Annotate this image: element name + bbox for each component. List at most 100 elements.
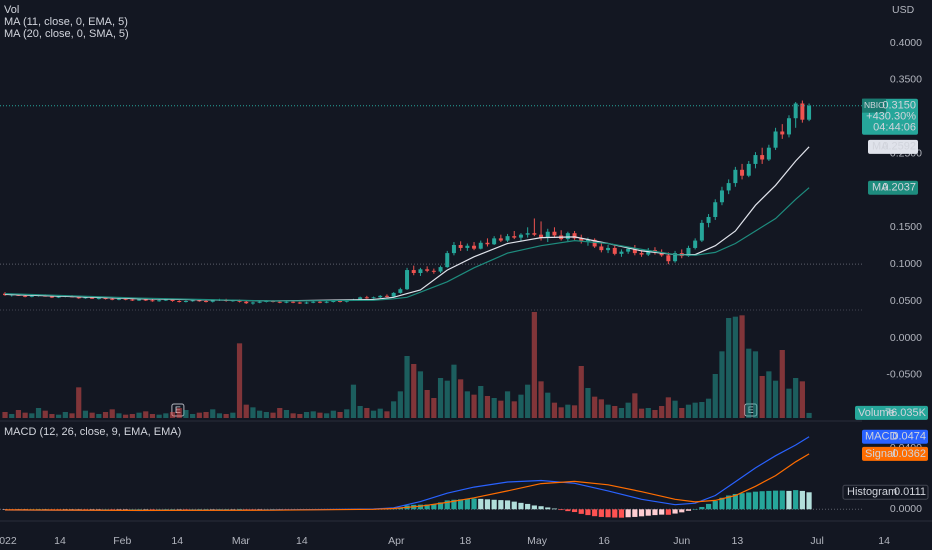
series-label-box: [862, 446, 928, 461]
volume-bar: [283, 410, 290, 418]
volume-bar: [324, 413, 330, 418]
x-tick-label: 14: [171, 535, 183, 547]
volume-bar: [719, 351, 725, 418]
volume-bar: [478, 386, 484, 418]
candle-body: [719, 190, 724, 203]
candle-body: [291, 301, 296, 303]
candle-body: [317, 301, 322, 303]
volume-bar: [799, 381, 805, 418]
histogram-bar: [444, 500, 450, 510]
volume-bar: [96, 414, 102, 418]
histogram-bar: [183, 509, 189, 510]
volume-bar: [578, 366, 584, 418]
candle-body: [673, 253, 678, 262]
histogram-bar: [431, 504, 437, 510]
volume-bar: [9, 414, 15, 418]
candle-body: [740, 169, 745, 176]
histogram-bar: [672, 509, 678, 514]
histogram-bar: [143, 509, 149, 510]
legend-vol: Vol: [4, 4, 19, 16]
histogram-bar: [123, 509, 129, 510]
x-tick-label: 14: [296, 535, 308, 547]
x-tick-label: Apr: [388, 535, 405, 547]
candle-body: [438, 267, 443, 272]
volume-bar: [585, 388, 591, 418]
volume-bar: [571, 405, 578, 418]
histogram-bar: [511, 501, 517, 510]
volume-bar: [35, 408, 42, 418]
candle-body: [23, 295, 28, 297]
candle-body: [445, 253, 450, 268]
histogram-bar: [236, 508, 243, 510]
histogram-bar: [638, 509, 645, 517]
volume-bar: [779, 350, 785, 418]
histogram-bar: [699, 506, 705, 510]
candle-body: [378, 295, 383, 298]
candle-body: [612, 247, 617, 254]
histogram-bar: [665, 509, 671, 515]
histogram-bar: [625, 509, 631, 518]
volume-bar: [679, 408, 685, 418]
candle-body: [579, 238, 584, 242]
volume-bar: [49, 414, 55, 418]
histogram-bar: [645, 509, 651, 516]
volume-bar: [377, 408, 383, 418]
volume-bar: [498, 400, 504, 418]
candle-body: [552, 231, 557, 236]
volume-bar: [672, 400, 678, 418]
volume-bar: [330, 410, 336, 418]
y-tick-label: 0.0000: [890, 503, 922, 515]
y-tick-label: 0.1000: [890, 258, 922, 270]
candle-body: [585, 239, 590, 242]
volume-bar: [384, 411, 390, 418]
candle-body: [150, 300, 155, 302]
candle-body: [478, 242, 483, 249]
candle-body: [418, 269, 423, 274]
histogram-bar: [605, 509, 611, 518]
candle-body: [498, 238, 503, 241]
x-tick-label: 18: [459, 535, 471, 547]
histogram-bar: [578, 509, 584, 514]
volume-bar: [424, 390, 430, 418]
histogram-bar: [458, 499, 464, 510]
volume-bar: [766, 371, 772, 418]
histogram-bar: [558, 509, 564, 511]
volume-bar: [444, 380, 450, 418]
volume-bar: [123, 414, 129, 418]
candle-body: [411, 270, 416, 274]
volume-bar: [685, 404, 692, 418]
candle-body: [277, 301, 282, 303]
volume-bar: [22, 412, 28, 418]
candle-body: [545, 231, 550, 238]
histogram-bar: [504, 500, 511, 510]
histogram-bar: [538, 506, 544, 510]
volume-bar: [257, 410, 263, 418]
histogram-bar: [759, 491, 765, 510]
volume-bar: [659, 406, 665, 418]
volume-bar: [712, 374, 718, 418]
candle-body: [485, 242, 490, 245]
candle-body: [639, 253, 644, 255]
x-tick-label: Mar: [232, 535, 251, 547]
histogram-bar: [203, 509, 209, 510]
volume-bar: [116, 413, 122, 418]
candle-body: [364, 297, 369, 299]
x-tick-label: Jun: [673, 535, 690, 547]
volume-bar: [102, 412, 109, 418]
ma-label-text: MA: [872, 182, 889, 194]
x-tick-label: 16: [598, 535, 610, 547]
candle-body: [753, 155, 758, 164]
candle-body: [666, 255, 671, 262]
ma-label-text: 0.2037: [882, 182, 916, 194]
volume-bar: [491, 398, 497, 418]
volume-bar: [592, 396, 598, 418]
series-label-text: Signal: [865, 448, 896, 460]
histogram-value: 0.0111: [894, 486, 926, 498]
histogram-bar: [679, 509, 685, 513]
candle-body: [190, 300, 195, 302]
candle-body: [451, 244, 456, 254]
volume-bar: [297, 414, 303, 418]
x-tick-label: Jul: [810, 535, 823, 547]
